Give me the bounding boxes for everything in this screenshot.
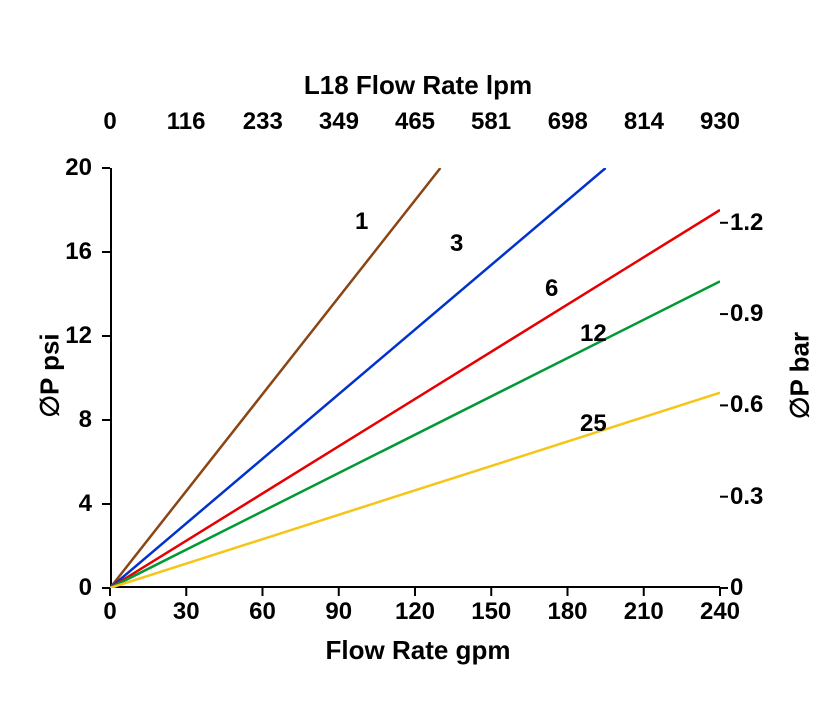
x-bottom-tick-label: 180 <box>528 598 608 626</box>
x-bottom-tick-label: 90 <box>299 598 379 626</box>
x-top-tick-label: 233 <box>223 108 303 136</box>
y-right-tick-label: 0 <box>730 574 790 602</box>
series-line-6 <box>110 210 720 588</box>
chart-svg <box>0 0 836 702</box>
x-top-tick-label: 814 <box>604 108 684 136</box>
series-label-25: 25 <box>580 410 607 438</box>
series-label-1: 1 <box>355 208 368 236</box>
x-bottom-tick-label: 150 <box>451 598 531 626</box>
series-label-12: 12 <box>580 320 607 348</box>
x-bottom-tick-label: 30 <box>146 598 226 626</box>
chart-container: { "chart": { "type": "line", "title_top"… <box>0 0 836 702</box>
x-top-tick-label: 581 <box>451 108 531 136</box>
y-left-tick-label: 12 <box>42 322 92 350</box>
y-right-tick-label: 0.9 <box>730 300 790 328</box>
series-label-3: 3 <box>450 230 463 258</box>
y-left-tick-label: 20 <box>42 154 92 182</box>
x-bottom-tick-label: 0 <box>70 598 150 626</box>
x-top-tick-label: 0 <box>70 108 150 136</box>
x-top-tick-label: 698 <box>528 108 608 136</box>
x-top-tick-label: 116 <box>146 108 226 136</box>
y-left-tick-label: 0 <box>42 574 92 602</box>
series-label-6: 6 <box>545 275 558 303</box>
x-top-tick-label: 930 <box>680 108 760 136</box>
y-right-tick-label: 0.6 <box>730 391 790 419</box>
y-left-tick-label: 16 <box>42 238 92 266</box>
series-line-12 <box>110 281 720 588</box>
y-left-tick-label: 4 <box>42 490 92 518</box>
x-bottom-tick-label: 60 <box>223 598 303 626</box>
x-bottom-tick-label: 120 <box>375 598 455 626</box>
series-line-1 <box>110 168 440 588</box>
x-top-tick-label: 349 <box>299 108 379 136</box>
x-bottom-tick-label: 210 <box>604 598 684 626</box>
y-right-tick-label: 1.2 <box>730 209 790 237</box>
y-left-tick-label: 8 <box>42 406 92 434</box>
y-right-tick-label: 0.3 <box>730 483 790 511</box>
series-line-25 <box>110 393 720 588</box>
x-bottom-tick-label: 240 <box>680 598 760 626</box>
x-top-tick-label: 465 <box>375 108 455 136</box>
